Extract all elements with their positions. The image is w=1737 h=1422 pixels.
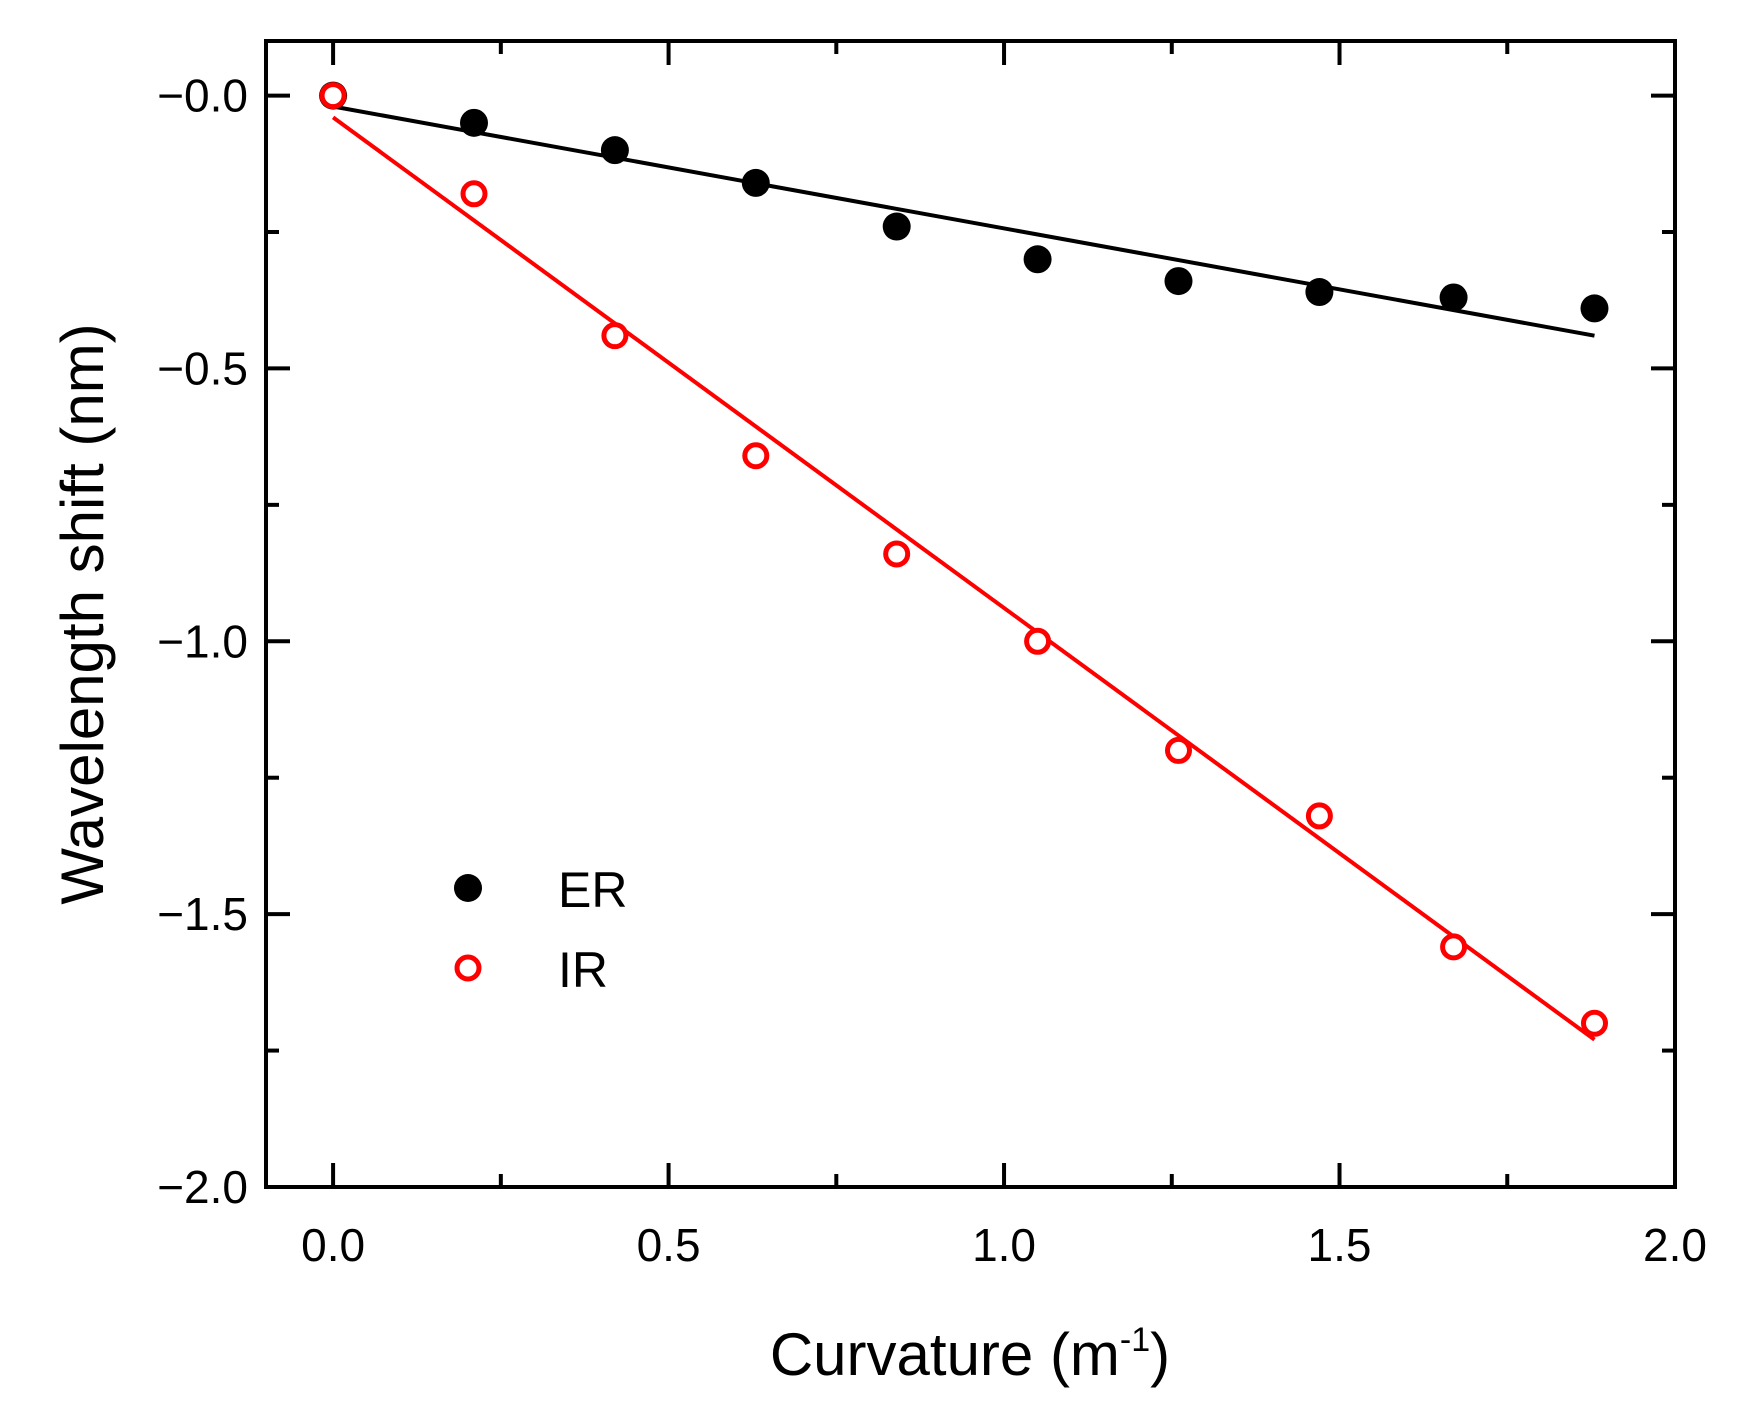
data-point-er <box>741 168 770 197</box>
data-point-ir <box>460 180 488 208</box>
y-tick-label: −2.0 <box>157 1161 248 1213</box>
legend: ER IR <box>454 862 627 998</box>
x-tick-label: 1.5 <box>1308 1219 1372 1271</box>
data-point-ir <box>1164 736 1192 764</box>
y-tick-label: −0.0 <box>157 70 248 122</box>
x-tick-label: 2.0 <box>1643 1219 1707 1271</box>
data-point-ir <box>319 82 347 110</box>
data-point-ir <box>1305 802 1333 830</box>
data-point-er <box>600 136 629 165</box>
data-point-ir <box>742 442 770 470</box>
data-point-ir <box>1440 933 1468 961</box>
tick-labels: 0.0 0.5 1.0 1.5 2.0 −0.0 −0.5 −1.0 −1.5 −2.0 <box>157 70 1707 1271</box>
legend-label-er: ER <box>558 862 627 918</box>
data-point-ir <box>1580 1009 1608 1037</box>
x-tick-label: 1.0 <box>972 1219 1036 1271</box>
data-point-er <box>1580 294 1609 323</box>
y-axis-title: Wavelength shift (nm) <box>49 323 116 904</box>
legend-marker-ir <box>454 954 482 982</box>
y-tick-label: −1.5 <box>157 888 248 940</box>
data-point-er <box>459 108 488 137</box>
data-point-ir <box>601 322 629 350</box>
y-tick-label: −1.0 <box>157 615 248 667</box>
x-axis-title-close: ) <box>1150 1321 1170 1388</box>
x-axis-title: Curvature (m-1) <box>770 1321 1170 1388</box>
plot-frame <box>264 39 1677 1189</box>
tick-marks <box>266 41 1677 1189</box>
legend-label-ir: IR <box>558 942 608 998</box>
data-point-er <box>1023 245 1052 274</box>
x-axis-title-superscript: -1 <box>1120 1321 1150 1359</box>
data-point-er <box>882 212 911 241</box>
data-points <box>319 81 1609 1037</box>
data-point-ir <box>883 540 911 568</box>
fit-line-ir <box>331 115 1596 1042</box>
data-point-ir <box>1024 627 1052 655</box>
legend-marker-er <box>454 874 482 902</box>
x-tick-label: 0.5 <box>637 1219 701 1271</box>
fit-lines <box>331 104 1596 1042</box>
fit-line-er <box>332 104 1595 338</box>
data-point-er <box>1439 283 1468 312</box>
data-point-er <box>1305 278 1334 307</box>
y-tick-label: −0.5 <box>157 342 248 394</box>
x-tick-label: 0.0 <box>301 1219 365 1271</box>
x-axis-title-main: Curvature (m <box>770 1321 1120 1388</box>
data-point-er <box>1164 267 1193 296</box>
